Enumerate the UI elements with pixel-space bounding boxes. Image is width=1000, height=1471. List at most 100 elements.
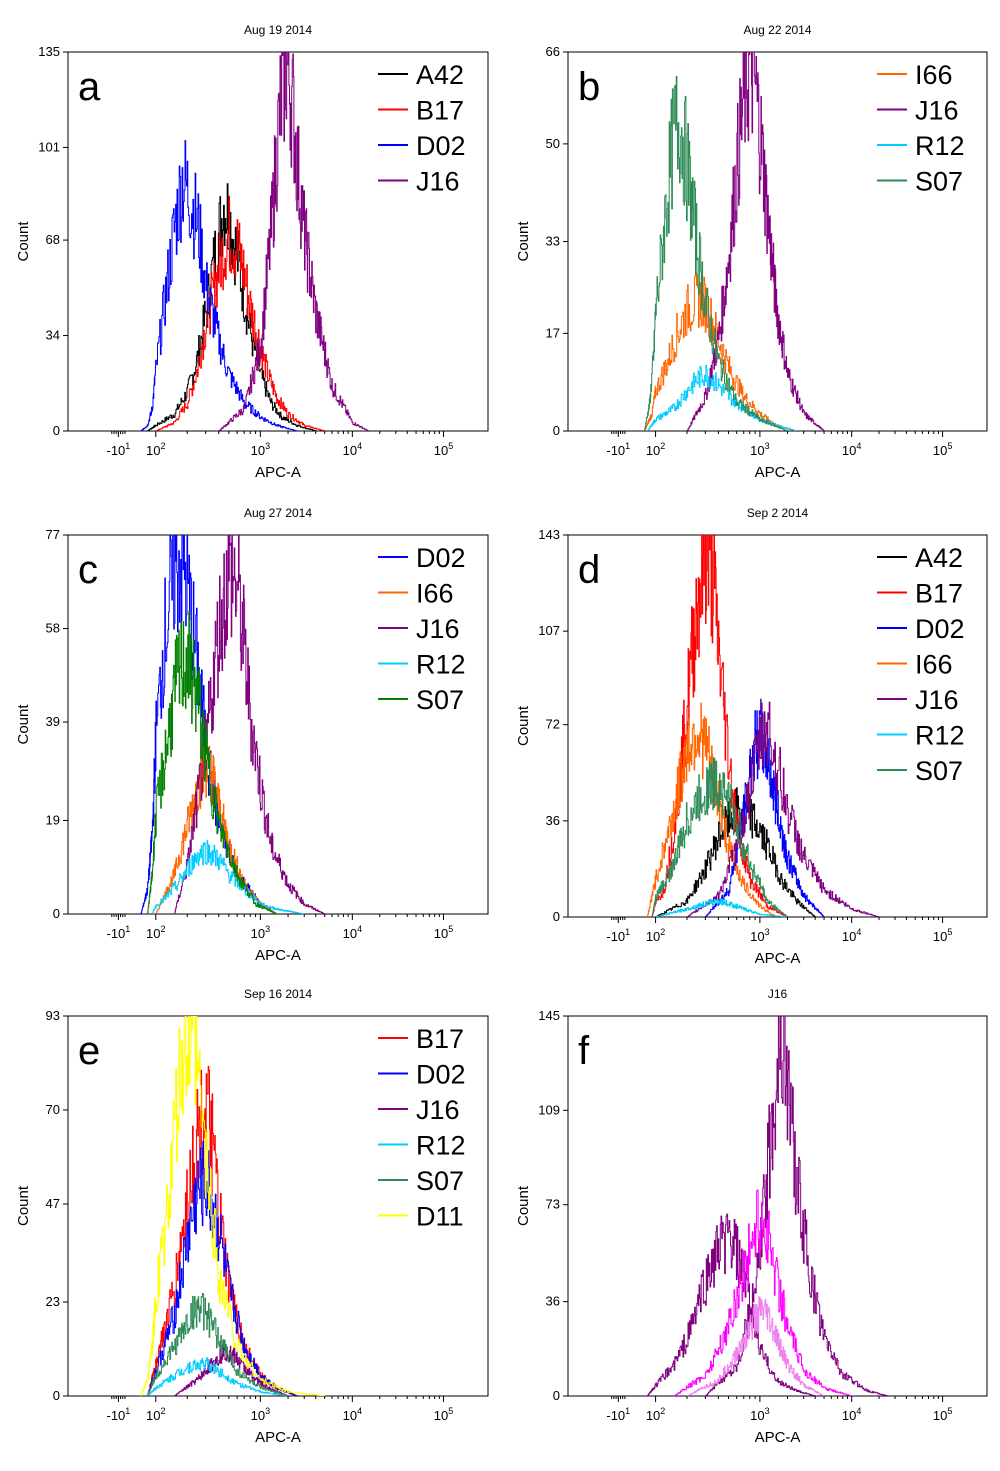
panel-letter: f bbox=[578, 1029, 590, 1073]
x-tick-label: -101 bbox=[606, 441, 630, 458]
y-tick-label: 68 bbox=[46, 232, 60, 247]
series-line-1 bbox=[647, 1213, 816, 1396]
legend: B17 D02 J16 R12 S07 D11 bbox=[378, 1024, 466, 1232]
y-tick-label: 93 bbox=[46, 1008, 60, 1023]
chart-panel-d: Sep 2 2014 d 0 36 72 107 143 Count -101 102 103 104… bbox=[515, 506, 988, 967]
legend-label: R12 bbox=[915, 721, 965, 751]
series-line-b17 bbox=[155, 195, 326, 431]
legend-label: D02 bbox=[915, 614, 965, 644]
panel-letter: e bbox=[78, 1029, 100, 1073]
panel-title: Aug 19 2014 bbox=[244, 23, 312, 37]
y-tick-label: 107 bbox=[538, 623, 560, 638]
x-tick-label: 104 bbox=[343, 924, 362, 941]
x-tick-label: 105 bbox=[434, 441, 453, 458]
y-tick-label: 0 bbox=[53, 1388, 60, 1403]
series-line-j16 bbox=[218, 52, 369, 431]
y-tick-label: 0 bbox=[553, 1388, 560, 1403]
legend-label: B17 bbox=[915, 579, 963, 609]
panel-title: Sep 16 2014 bbox=[244, 987, 312, 1001]
chart-panel-e: Sep 16 2014 e 0 23 47 70 93 Count -101 102 103 104 1… bbox=[15, 987, 489, 1446]
plot-frame bbox=[67, 51, 489, 432]
x-tick-label: 105 bbox=[434, 1406, 453, 1423]
legend-label: R12 bbox=[416, 650, 466, 680]
y-tick-label: 143 bbox=[538, 527, 560, 542]
x-tick-label: 104 bbox=[343, 441, 362, 458]
y-tick-label: 101 bbox=[38, 139, 60, 154]
y-tick-label: 39 bbox=[46, 714, 60, 729]
y-tick-label: 73 bbox=[546, 1197, 560, 1212]
series-line-3 bbox=[673, 1189, 853, 1396]
y-tick-label: 66 bbox=[546, 44, 560, 59]
y-tick-label: 145 bbox=[538, 1008, 560, 1023]
y-tick-label: 23 bbox=[46, 1294, 60, 1309]
x-tick-label: -101 bbox=[106, 441, 130, 458]
series-line-b17 bbox=[651, 535, 788, 917]
y-tick-label: 17 bbox=[546, 325, 560, 340]
y-tick-label: 77 bbox=[46, 527, 60, 542]
y-axis-label: Count bbox=[15, 1185, 32, 1226]
series-line-s07 bbox=[147, 610, 278, 914]
x-tick-label: -101 bbox=[606, 1406, 630, 1423]
legend-label: R12 bbox=[915, 131, 965, 161]
legend-label: S07 bbox=[416, 685, 464, 715]
y-tick-label: 36 bbox=[546, 1294, 560, 1309]
series-line-i66 bbox=[644, 271, 797, 431]
legend-label: B17 bbox=[416, 96, 464, 126]
x-tick-label: 103 bbox=[750, 441, 769, 458]
y-axis-label: Count bbox=[515, 221, 532, 262]
y-tick-label: 0 bbox=[53, 423, 60, 438]
x-tick-label: 102 bbox=[146, 441, 165, 458]
x-tick-label: 104 bbox=[842, 1406, 861, 1423]
legend-label: S07 bbox=[915, 756, 963, 786]
plot-frame bbox=[567, 1015, 988, 1397]
series-line-r12 bbox=[655, 898, 788, 917]
legend-label: I66 bbox=[915, 650, 953, 680]
panel-title: Aug 27 2014 bbox=[244, 506, 312, 520]
panel-title: Sep 2 2014 bbox=[747, 506, 809, 520]
panel-letter: a bbox=[78, 65, 101, 109]
legend: I66 J16 R12 S07 bbox=[877, 60, 965, 197]
legend: D02 I66 J16 R12 S07 bbox=[378, 543, 466, 715]
series-line-s07 bbox=[651, 757, 788, 917]
y-tick-label: 58 bbox=[46, 621, 60, 636]
series-line-j16 bbox=[174, 535, 326, 914]
legend-label: D11 bbox=[416, 1202, 464, 1232]
y-tick-label: 0 bbox=[553, 423, 560, 438]
x-axis-label: APC-A bbox=[255, 464, 301, 481]
x-tick-label: 103 bbox=[251, 441, 270, 458]
plot-frame bbox=[67, 534, 489, 915]
panel-letter: b bbox=[578, 65, 600, 109]
y-tick-label: 33 bbox=[546, 234, 560, 249]
x-axis-label: APC-A bbox=[755, 950, 801, 967]
y-tick-label: 19 bbox=[46, 812, 60, 827]
y-tick-label: 36 bbox=[546, 813, 560, 828]
legend-label: J16 bbox=[915, 685, 959, 715]
x-tick-label: 103 bbox=[750, 927, 769, 944]
x-tick-label: 102 bbox=[646, 927, 665, 944]
x-axis-label: APC-A bbox=[755, 1429, 801, 1446]
series-line-j16 bbox=[687, 701, 880, 917]
series-line-4 bbox=[687, 1296, 825, 1396]
y-axis-label: Count bbox=[515, 705, 532, 746]
legend-label: R12 bbox=[416, 1131, 466, 1161]
x-tick-label: -101 bbox=[106, 924, 130, 941]
x-tick-label: 104 bbox=[343, 1406, 362, 1423]
chart-panel-a: Aug 19 2014 a 0 34 68 101 135 Count -101 102 103 10… bbox=[15, 23, 489, 481]
x-tick-label: 102 bbox=[146, 924, 165, 941]
panel-letter: d bbox=[578, 548, 600, 592]
y-tick-label: 72 bbox=[546, 717, 560, 732]
series-line-a42 bbox=[147, 183, 317, 431]
x-tick-label: -101 bbox=[106, 1406, 130, 1423]
series-line-i66 bbox=[155, 745, 278, 914]
series-line-r12 bbox=[151, 839, 305, 914]
series-line-d02 bbox=[140, 140, 298, 431]
legend: A42 B17 D02 I66 J16 R12 S07 bbox=[877, 543, 965, 786]
legend-label: D02 bbox=[416, 543, 466, 573]
x-axis-label: APC-A bbox=[255, 1429, 301, 1446]
legend-label: J16 bbox=[416, 1095, 460, 1125]
legend: A42 B17 D02 J16 bbox=[378, 60, 466, 197]
series-line-r12 bbox=[147, 1357, 289, 1396]
x-tick-label: 103 bbox=[251, 1406, 270, 1423]
series-line-2 bbox=[705, 1016, 889, 1396]
x-tick-label: 104 bbox=[842, 927, 861, 944]
